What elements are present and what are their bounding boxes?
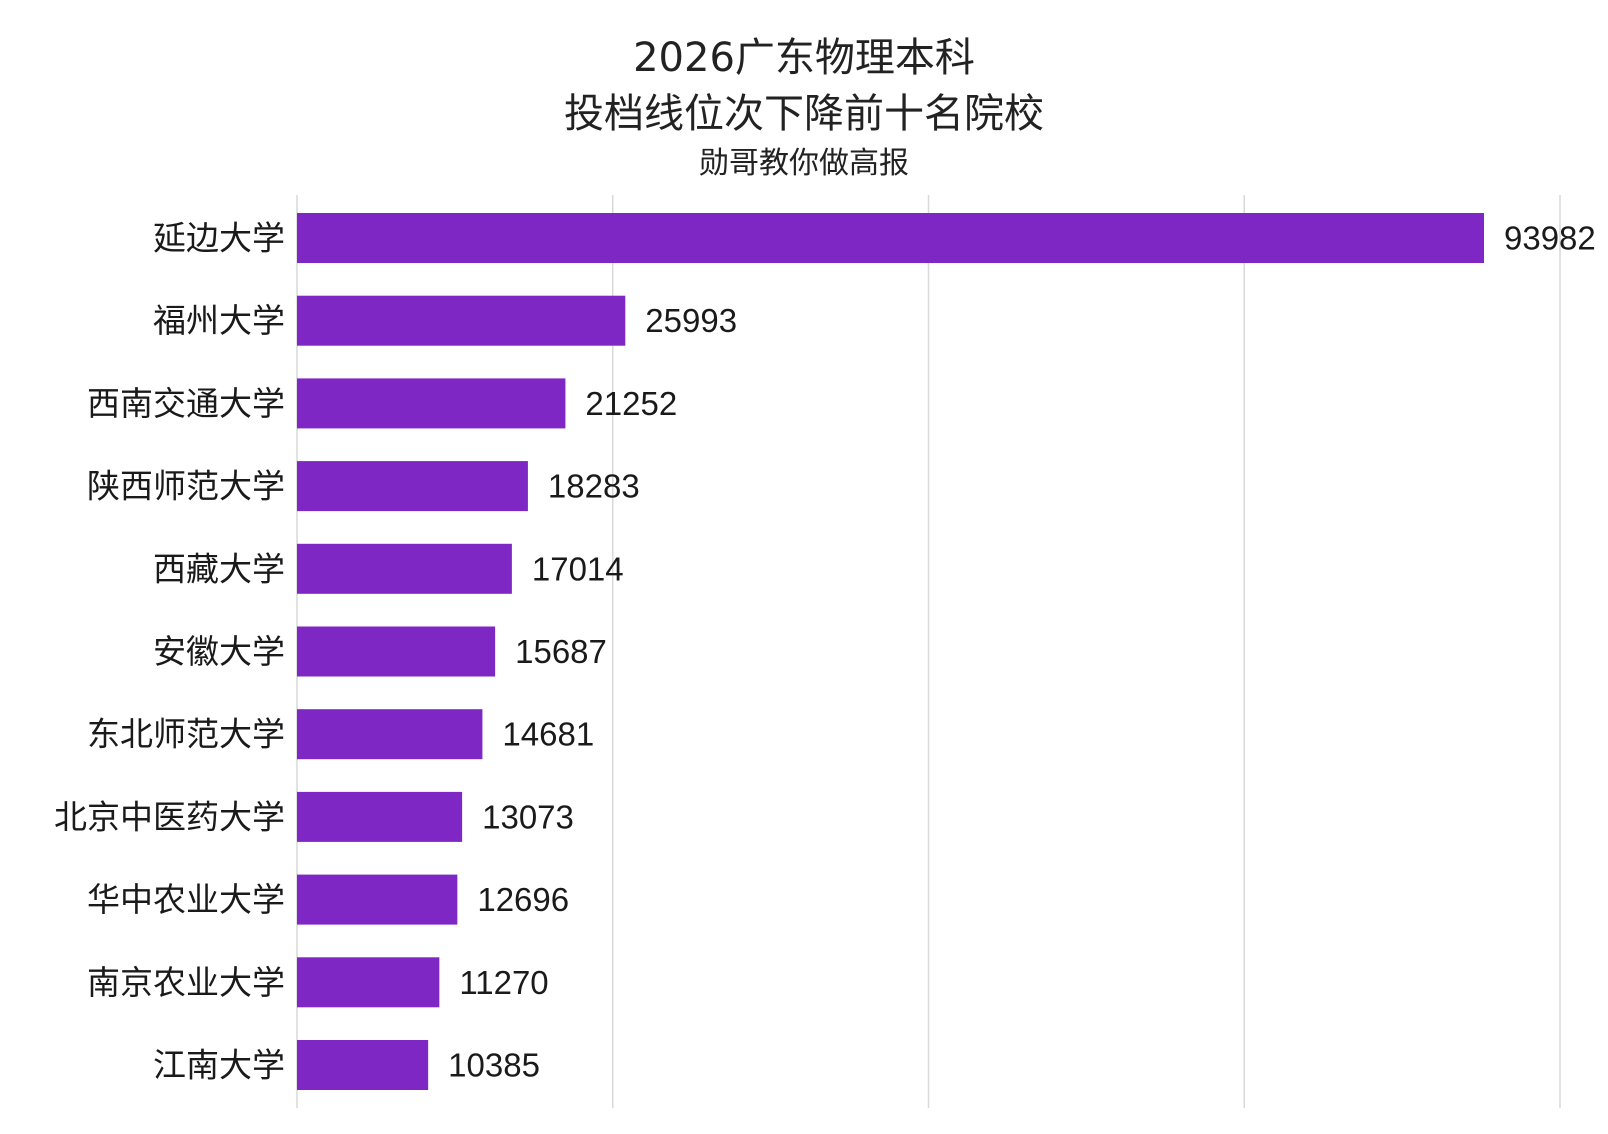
value-label: 17014 [532,550,624,587]
category-label: 福州大学 [153,301,285,340]
bar [297,295,626,346]
chart-title-block: 2026广东物理本科 投档线位次下降前十名院校 勋哥教你做高报 [0,30,1608,186]
labels: 延边大学 93982 福州大学 25993 西南交通大学 21252 陕西师范大学 18283… [54,219,1596,1085]
bar [297,791,463,842]
bar [297,461,528,512]
category-label: 安徽大学 [153,632,285,671]
bar [297,1040,429,1090]
chart-title-line-1: 2026广东物理本科 [633,35,975,81]
category-label: 南京农业大学 [87,963,285,1002]
category-label: 东北师范大学 [87,715,285,754]
value-label: 10385 [448,1047,540,1084]
bar [297,543,512,594]
chart-subtitle: 勋哥教你做高报 [699,146,909,181]
category-label: 西南交通大学 [87,384,285,423]
category-label: 华中农业大学 [87,880,285,919]
category-label: 江南大学 [153,1046,285,1085]
bar [297,213,1484,263]
bars [297,213,1484,1090]
value-label: 12696 [477,881,569,918]
value-label: 25993 [645,302,737,339]
category-label: 西藏大学 [153,549,285,588]
value-label: 11270 [459,964,548,1001]
bar [297,874,458,925]
category-label: 陕西师范大学 [87,467,285,506]
value-label: 14681 [502,716,594,753]
value-label: 18283 [548,468,640,505]
value-label: 13073 [482,798,574,835]
bar [297,626,496,677]
category-label: 延边大学 [153,219,285,258]
chart-title-line-2: 投档线位次下降前十名院校 [564,91,1044,137]
category-label: 北京中医药大学 [54,797,285,836]
value-label: 93982 [1504,220,1596,257]
bar [297,709,483,760]
gridlines [296,195,1561,1108]
value-label: 15687 [515,633,607,670]
bar [297,957,440,1008]
value-label: 21252 [585,385,677,422]
bar [297,378,566,429]
